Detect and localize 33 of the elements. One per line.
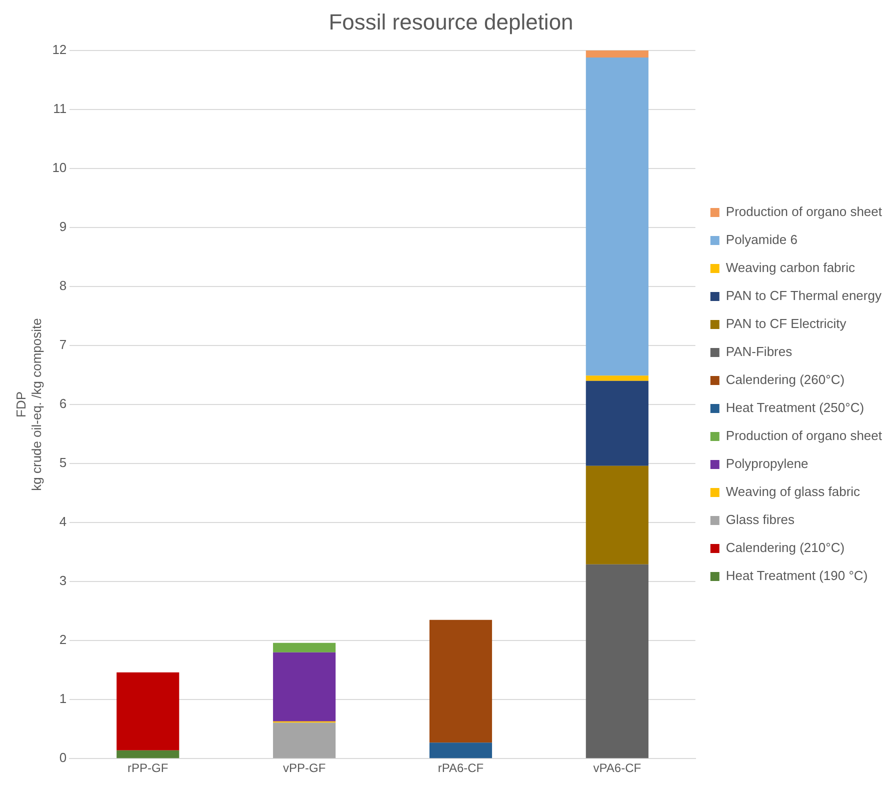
y-tick-label: 6 — [59, 396, 67, 412]
y-tick-label: 1 — [59, 691, 67, 706]
x-tick-label: vPA6-CF — [593, 761, 642, 776]
y-tick-label: 8 — [59, 278, 67, 294]
legend-label: Glass fibres — [726, 512, 796, 528]
y-tick-label: 0 — [59, 750, 67, 766]
y-tick-label: 3 — [59, 573, 67, 588]
legend-label: PAN to CF Electricity — [726, 316, 847, 332]
y-tick-label: 9 — [59, 219, 67, 234]
legend-label: PAN-Fibres — [726, 344, 793, 360]
legend-label: Weaving carbon fabric — [726, 260, 856, 276]
y-tick-label: 2 — [59, 632, 67, 648]
y-tick-label: 11 — [53, 100, 67, 116]
y-tick-label: 5 — [59, 455, 67, 470]
y-tick-label: 12 — [52, 42, 67, 57]
legend-label: Polyamide 6 — [726, 232, 798, 248]
y-tick-label: 4 — [59, 514, 67, 530]
chart-title: Fossil resource depletion — [328, 9, 574, 34]
legend-label: Production of organo sheet — [726, 204, 882, 220]
legend-label: Calendering (210°C) — [726, 540, 845, 556]
legend-label: Production of organo sheet — [726, 428, 882, 444]
y-tick-label: 10 — [52, 160, 67, 176]
legend-label: Polypropylene — [726, 456, 808, 472]
legend-label: Heat Treatment (190 °C) — [726, 568, 868, 584]
legend-label: Calendering (260°C) — [726, 372, 845, 388]
x-tick-label: rPA6-CF — [438, 761, 484, 776]
y-axis-title: FDP kg crude oil-eq. /kg composite — [13, 318, 44, 491]
x-tick-label: rPP-GF — [128, 761, 168, 776]
x-tick-label: vPP-GF — [282, 761, 326, 776]
y-tick-label: 7 — [59, 337, 67, 352]
legend-label: Weaving of glass fabric — [726, 484, 861, 500]
legend-label: Heat Treatment (250°C) — [726, 400, 864, 416]
legend-label: PAN to CF Thermal energy — [726, 288, 882, 304]
